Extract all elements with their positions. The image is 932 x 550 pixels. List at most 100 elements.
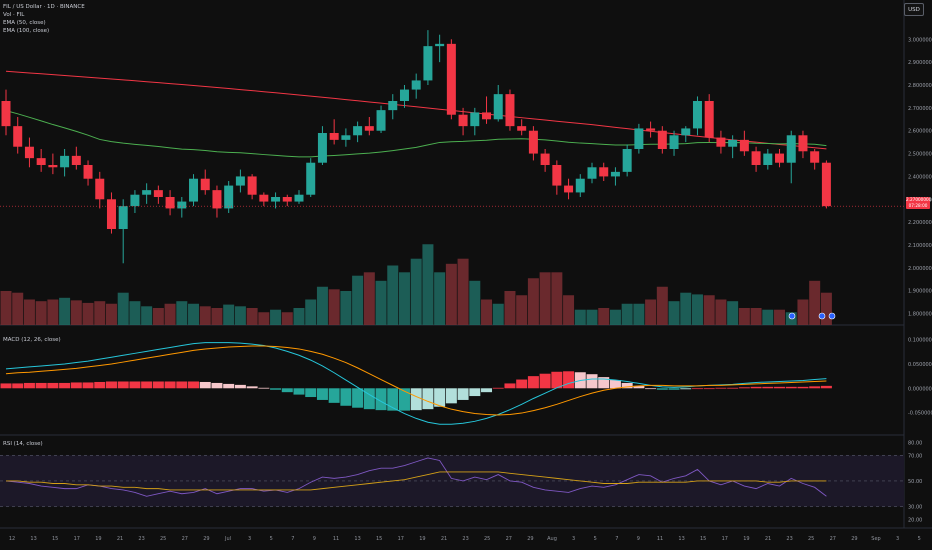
candle-body — [564, 185, 574, 193]
candle-body — [587, 167, 597, 179]
candle-body — [540, 153, 550, 165]
candle-body — [36, 158, 46, 165]
last-price-value: 2.27000000 — [906, 197, 932, 202]
candle-body — [212, 190, 222, 209]
volume-bar — [328, 289, 340, 325]
macd-histogram-bar — [59, 382, 71, 389]
candle-body — [669, 135, 679, 149]
macd-histogram-bar — [258, 387, 270, 389]
macd-title[interactable]: MACD (12, 26, close) — [3, 337, 61, 343]
time-tick-label: 13 — [30, 536, 36, 542]
time-tick-label: 5 — [918, 536, 921, 542]
macd-legend: MACD (12, 26, close) — [3, 336, 61, 344]
candle-body — [247, 176, 257, 195]
candle-body — [657, 130, 667, 149]
volume-bar — [305, 299, 317, 325]
candle-body — [95, 178, 105, 200]
volume-bar — [316, 286, 328, 325]
volume-bar — [469, 280, 481, 325]
macd-histogram-bar — [105, 381, 117, 389]
volume-bar — [35, 301, 47, 325]
volume-bar — [0, 291, 12, 325]
candle-body — [259, 194, 269, 202]
candle-body — [646, 128, 656, 131]
macd-histogram-bar — [223, 383, 235, 389]
main-legend: FIL / US Dollar · 1D · BINANCE Vol · FIL… — [3, 3, 85, 35]
candle-body — [728, 139, 738, 147]
price-tick-label: 2.20000000 — [908, 220, 932, 226]
candle-body — [692, 101, 702, 129]
macd-histogram-bar — [797, 386, 809, 389]
macd-histogram-bar — [94, 381, 106, 389]
event-marker-icon — [818, 312, 826, 320]
macd-line — [5, 342, 827, 425]
time-tick-label: Jul — [224, 536, 231, 542]
volume-legend[interactable]: Vol · FIL — [3, 12, 25, 18]
rsi-title[interactable]: RSI (14, close) — [3, 441, 43, 447]
time-tick-label: 27 — [830, 536, 836, 542]
volume-bar — [258, 312, 270, 325]
time-tick-label: 25 — [160, 536, 166, 542]
candle-body — [130, 194, 140, 207]
candle-body — [235, 176, 245, 186]
time-tick-label: 27 — [506, 536, 512, 542]
volume-bar — [117, 292, 129, 325]
macd-histogram-bar — [387, 388, 399, 411]
time-tick-label: 23 — [462, 536, 468, 542]
price-tick-label: 2.90000000 — [908, 60, 932, 66]
candle-body — [388, 101, 398, 111]
candle-body — [810, 151, 820, 163]
volume-bar — [199, 306, 211, 325]
volume-bar — [176, 301, 188, 325]
volume-bar — [527, 278, 539, 325]
candle-body — [317, 133, 327, 163]
macd-histogram-bar — [680, 388, 692, 390]
volume-bar — [481, 299, 493, 325]
candle-body — [716, 137, 726, 147]
candle-body — [775, 153, 785, 163]
macd-histogram-bar — [691, 388, 703, 390]
candle-body — [446, 43, 456, 115]
time-tick-label: 23 — [138, 536, 144, 542]
rsi-line — [5, 457, 827, 497]
macd-histogram-bar — [668, 388, 680, 390]
macd-histogram-bar — [598, 377, 610, 389]
price-tick-label: 2.50000000 — [908, 152, 932, 158]
volume-bar — [141, 306, 153, 325]
candle-body — [458, 114, 468, 127]
macd-histogram-bar — [70, 382, 82, 389]
macd-histogram-bar — [774, 386, 786, 389]
price-tick-label: 3.00000000 — [908, 37, 932, 43]
macd-histogram-bar — [270, 388, 282, 390]
symbol-title[interactable]: FIL / US Dollar · 1D · BINANCE — [3, 4, 85, 10]
volume-bar — [774, 309, 786, 325]
ema50-legend[interactable]: EMA (50, close) — [3, 20, 46, 26]
candle-body — [329, 133, 339, 140]
macd-histogram-bar — [141, 381, 153, 389]
currency-button[interactable]: USD — [904, 3, 924, 16]
volume-bar — [94, 301, 106, 325]
volume-bar — [82, 302, 94, 325]
macd-histogram-bar — [539, 373, 551, 389]
ema100-legend[interactable]: EMA (100, close) — [3, 28, 50, 34]
time-tick-label: 29 — [203, 536, 209, 542]
time-tick-label: Aug — [547, 536, 557, 542]
time-tick-label: 21 — [765, 536, 771, 542]
ema100-line — [5, 70, 827, 150]
time-tick-label: 11 — [657, 536, 663, 542]
volume-bar — [680, 292, 692, 325]
ema50-line — [5, 110, 827, 158]
volume-bar — [609, 309, 621, 325]
macd-histogram-bar — [363, 388, 375, 410]
macd-histogram-bar — [586, 374, 598, 389]
rsi-tick-label: 70.00 — [908, 453, 922, 459]
candle-body — [189, 178, 199, 202]
macd-histogram-bar — [398, 388, 410, 411]
candle-body — [24, 146, 34, 159]
volume-bar — [12, 292, 24, 325]
volume-bar — [504, 291, 516, 325]
volume-bar — [246, 308, 258, 325]
macd-tick-label: 0.05000000 — [908, 362, 932, 368]
volume-bar — [809, 280, 821, 325]
